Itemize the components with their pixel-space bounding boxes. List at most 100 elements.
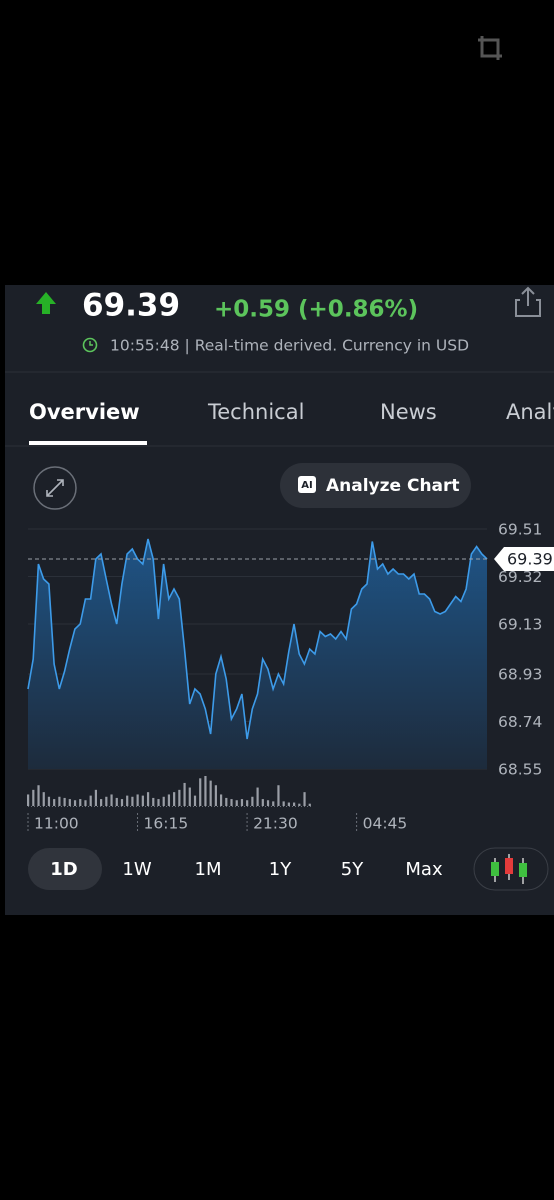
volume-bar [251, 796, 254, 806]
volume-bar [105, 796, 108, 806]
volume-bar [178, 789, 181, 806]
volume-bar [37, 785, 40, 806]
volume-bar [282, 801, 285, 806]
clock-icon [82, 337, 98, 353]
ai-badge [298, 476, 316, 493]
volume-bar [209, 780, 212, 806]
volume-bar [193, 795, 197, 806]
price-chart: 68.55 68.74 68.93 69.13 69.32 69.51 69.39 11:00… [27, 521, 554, 833]
volume-bar [58, 796, 61, 806]
volume-bar [308, 803, 311, 806]
tab-underline [29, 441, 147, 445]
y-tick-label: 69.51 [498, 521, 542, 539]
expand-button[interactable] [33, 466, 77, 510]
volume-bar [303, 792, 306, 806]
price-change: +0.59 (+0.86%) [214, 297, 418, 323]
volume-bar [272, 801, 275, 806]
tab[interactable]: Analysis [506, 400, 554, 424]
tab[interactable]: News [380, 400, 437, 424]
share-glyph [515, 286, 541, 317]
volume-bar [68, 799, 71, 806]
volume-bar [204, 776, 207, 806]
volume-bar [141, 795, 144, 806]
volume-bar [131, 796, 134, 806]
candle-toggle[interactable] [473, 847, 549, 891]
x-tick-label: 16:15 [144, 815, 189, 833]
volume-bar [63, 797, 66, 806]
up-arrow [36, 292, 56, 314]
analyze-chart-button[interactable]: AI Analyze Chart [280, 463, 471, 508]
volume-bar [230, 799, 233, 806]
y-tick-label: 69.13 [498, 616, 542, 634]
volume-bar [146, 792, 150, 806]
y-tick-label: 68.74 [498, 713, 542, 731]
volume-bar [183, 782, 186, 806]
volume-bar [219, 794, 223, 806]
volume-bar [277, 785, 280, 806]
volume-bar [126, 795, 129, 806]
volume-bar [173, 792, 176, 806]
x-tick-label: 04:45 [363, 815, 408, 833]
tab[interactable]: Overview [29, 400, 140, 424]
y-tick-label: 68.93 [498, 666, 542, 684]
volume-bar [214, 785, 217, 806]
volume-bar [298, 803, 301, 806]
volume-bar [115, 797, 118, 806]
button-label: Analyze Chart [326, 476, 460, 496]
volume-bar [225, 797, 228, 806]
y-tick-label: 69.32 [498, 568, 542, 586]
range-option[interactable]: 5Y [341, 859, 364, 880]
expand-ring [33, 466, 77, 510]
range-option[interactable]: 1M [195, 859, 222, 880]
price-area [28, 539, 487, 769]
expand-glyph [46, 479, 64, 497]
volume-bar [261, 799, 264, 806]
range-option[interactable]: Max [405, 859, 443, 880]
volume-bar [79, 799, 82, 806]
range-option[interactable]: 1D [50, 859, 77, 880]
volume-bar [157, 799, 160, 806]
x-tick-label: 21:30 [253, 815, 298, 833]
volume-bar [47, 796, 51, 806]
range-option[interactable]: 1W [122, 859, 151, 880]
volume-bar [152, 797, 155, 806]
volume-bar [167, 794, 171, 806]
price: 69.39 [82, 288, 180, 324]
candle-green [491, 862, 499, 876]
volume-bar [293, 802, 296, 806]
volume-bar [42, 792, 45, 806]
volume-bar [235, 800, 238, 806]
crop-icon[interactable] [478, 36, 502, 60]
volume-bar [120, 799, 124, 806]
last-price-label: 69.39 [507, 550, 553, 569]
ai-badge-text: AI [301, 480, 312, 491]
price-line [27, 538, 488, 740]
volume-bar [256, 787, 259, 806]
volume-bar [73, 800, 77, 806]
button-bg [280, 463, 471, 508]
volume-bar [240, 799, 244, 806]
range-selector: 1D 1W 1M 1Y 5Y Max [50, 859, 443, 880]
tab[interactable]: Technical [207, 400, 304, 424]
range-option[interactable]: 1Y [269, 859, 292, 880]
y-tick-label: 68.55 [498, 761, 542, 779]
volume-bar [84, 800, 87, 806]
volume-bar [188, 787, 191, 806]
clock-hands [89, 341, 93, 346]
last-price-tag [494, 547, 554, 571]
volume-bar [100, 799, 103, 806]
volume-bar [287, 802, 290, 806]
status-line: 10:55:48 | Real-time derived. Currency i… [110, 337, 469, 355]
candle-red [505, 858, 513, 874]
volume-bar [89, 795, 92, 806]
volume-bar [32, 789, 35, 806]
volume-bar [53, 799, 56, 806]
share-icon[interactable] [515, 286, 541, 317]
volume-bar [199, 778, 202, 806]
crop-glyph [478, 36, 502, 60]
volume-bar [94, 789, 98, 806]
candle-green [519, 863, 527, 877]
volume-bar [162, 796, 165, 806]
